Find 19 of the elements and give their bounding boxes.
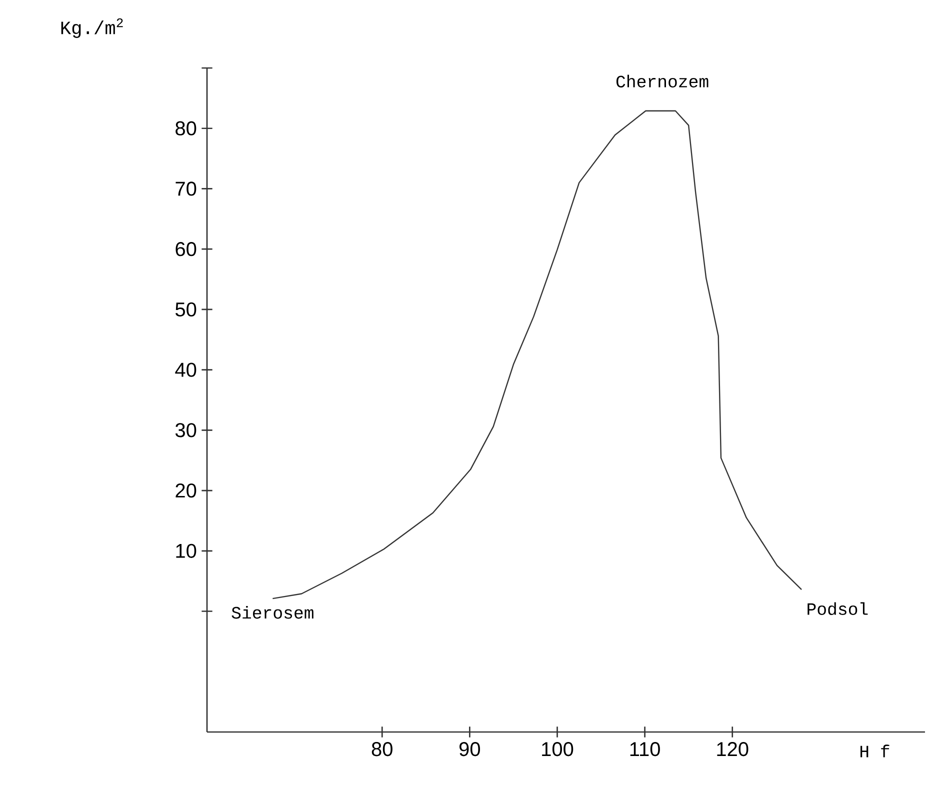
y-tick-label: 30 xyxy=(175,423,196,438)
x-axis-title: H f xyxy=(860,744,890,758)
y-tick-label: 80 xyxy=(176,121,196,136)
y-tick-label: 40 xyxy=(175,362,196,377)
annotation: Sierosem xyxy=(232,606,314,619)
y-tick-label: 10 xyxy=(176,544,196,558)
annotation: Podsol xyxy=(808,602,868,616)
annotation: Chernozem xyxy=(616,74,708,88)
x-tick-label: 110 xyxy=(630,742,660,756)
x-tick-label: 80 xyxy=(372,742,392,756)
y-tick-label: 60 xyxy=(176,242,196,256)
y-tick-label: 50 xyxy=(176,302,196,317)
x-tick-label: 120 xyxy=(717,742,748,756)
line-series xyxy=(272,110,802,600)
y-axis-title: Kg./m$^{2}$ xyxy=(61,18,123,38)
x-tick-label: 100 xyxy=(542,742,574,756)
x-tick-label: 90 xyxy=(460,742,480,756)
y-tick-label: 20 xyxy=(176,483,196,498)
y-tick-label: 70 xyxy=(176,182,196,196)
